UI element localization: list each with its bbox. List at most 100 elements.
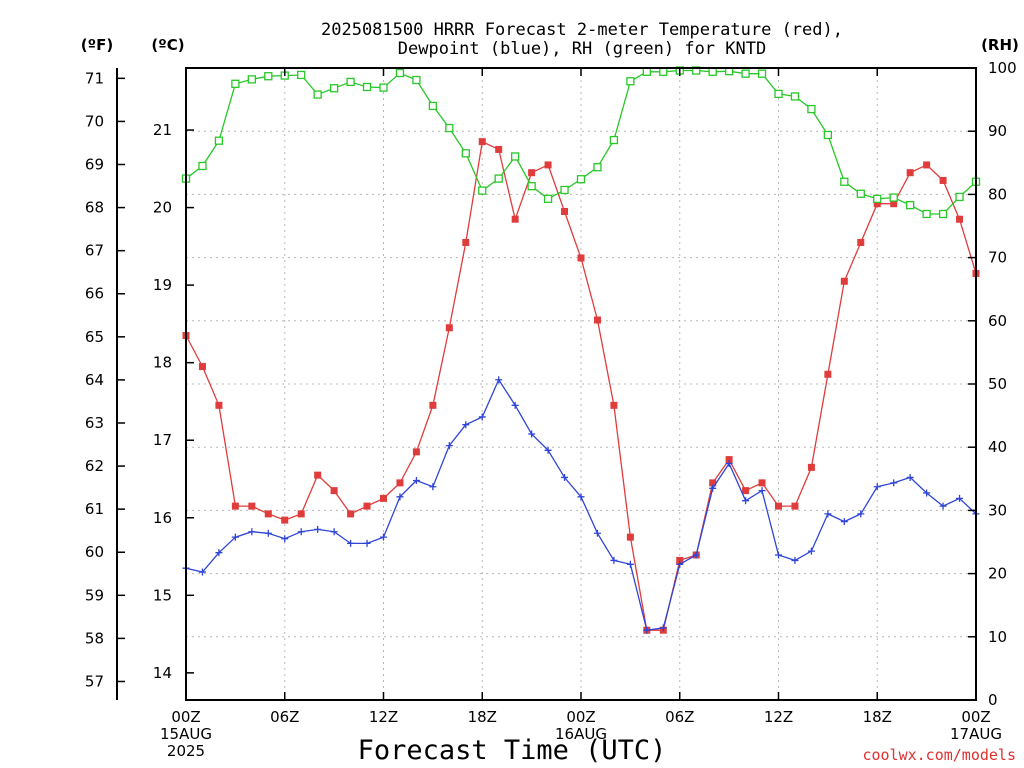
celsius-tick-label: 19 bbox=[153, 276, 172, 294]
fahrenheit-tick-label: 58 bbox=[85, 629, 104, 647]
x-axis-title: Forecast Time (UTC) bbox=[358, 735, 667, 766]
fahrenheit-tick-label: 68 bbox=[85, 199, 104, 217]
rh-tick-label: 20 bbox=[988, 565, 1007, 583]
data-point bbox=[396, 493, 404, 501]
data-point bbox=[495, 376, 503, 384]
data-point bbox=[840, 277, 848, 285]
data-point bbox=[807, 104, 816, 114]
series-1 bbox=[182, 376, 980, 634]
data-point bbox=[528, 169, 536, 177]
data-point bbox=[676, 556, 684, 564]
data-point bbox=[346, 77, 355, 87]
data-point bbox=[609, 135, 619, 145]
data-point bbox=[247, 75, 256, 84]
data-point bbox=[956, 215, 964, 223]
data-point bbox=[214, 136, 224, 145]
data-point bbox=[412, 448, 420, 456]
data-point bbox=[297, 528, 305, 536]
celsius-tick-label: 21 bbox=[153, 121, 172, 139]
fahrenheit-tick-label: 67 bbox=[85, 242, 104, 260]
fahrenheit-tick-label: 70 bbox=[85, 112, 104, 130]
data-point bbox=[610, 556, 618, 564]
data-point bbox=[938, 209, 948, 219]
data-point bbox=[412, 75, 421, 85]
celsius-tick-label: 20 bbox=[153, 199, 172, 217]
data-point bbox=[429, 401, 437, 409]
data-point bbox=[807, 547, 815, 555]
data-point bbox=[330, 528, 338, 536]
data-point bbox=[791, 556, 799, 564]
fahrenheit-tick-label: 63 bbox=[85, 414, 104, 432]
data-point bbox=[461, 149, 470, 158]
data-point bbox=[725, 459, 733, 467]
data-point bbox=[742, 487, 750, 495]
chart-title-line-1: 2025081500 HRRR Forecast 2-meter Tempera… bbox=[321, 20, 843, 40]
data-point bbox=[462, 238, 470, 246]
chart-title-line-2: Dewpoint (blue), RH (green) for KNTD bbox=[398, 39, 766, 59]
x-tick-label: 17AUG bbox=[950, 725, 1002, 743]
fahrenheit-tick-label: 60 bbox=[85, 543, 104, 561]
data-point bbox=[626, 533, 634, 541]
data-point bbox=[347, 539, 355, 547]
rh-tick-label: 80 bbox=[988, 185, 1007, 203]
celsius-tick-label: 15 bbox=[153, 586, 172, 604]
credit-text: coolwx.com/models bbox=[862, 746, 1016, 764]
data-point bbox=[642, 67, 651, 76]
data-point bbox=[840, 177, 849, 186]
rh-tick-label: 60 bbox=[988, 312, 1007, 330]
data-point bbox=[511, 401, 519, 409]
data-point bbox=[577, 254, 585, 262]
celsius-unit-label: (ºC) bbox=[151, 36, 184, 54]
rh-tick-label: 70 bbox=[988, 249, 1007, 267]
data-point bbox=[692, 551, 700, 559]
data-point bbox=[889, 193, 898, 202]
data-point bbox=[544, 446, 552, 454]
data-point bbox=[626, 77, 635, 86]
rh-tick-label: 90 bbox=[988, 122, 1007, 140]
data-point bbox=[939, 502, 947, 510]
data-point bbox=[478, 138, 486, 146]
data-point bbox=[445, 442, 453, 450]
data-point bbox=[527, 182, 536, 191]
data-point bbox=[495, 145, 503, 153]
data-point bbox=[363, 539, 371, 547]
data-point bbox=[396, 479, 404, 487]
data-point bbox=[264, 72, 273, 81]
data-point bbox=[198, 161, 207, 171]
data-point bbox=[576, 175, 586, 184]
data-point bbox=[790, 92, 800, 101]
data-point bbox=[906, 169, 914, 177]
data-point bbox=[593, 529, 601, 537]
data-point bbox=[347, 510, 355, 518]
data-point bbox=[561, 473, 569, 481]
data-point bbox=[478, 413, 486, 421]
data-point bbox=[478, 186, 487, 195]
axes-layer bbox=[116, 67, 977, 701]
x-tick-label: 12Z bbox=[369, 708, 398, 726]
data-point bbox=[758, 487, 766, 495]
data-point bbox=[823, 130, 833, 140]
data-point bbox=[314, 525, 322, 533]
data-point bbox=[824, 370, 832, 378]
x-tick-label: 15AUG bbox=[160, 725, 212, 743]
data-point bbox=[297, 510, 305, 518]
x-tick-label: 06Z bbox=[270, 708, 299, 726]
data-point bbox=[362, 82, 372, 92]
data-point bbox=[544, 161, 552, 169]
data-point bbox=[923, 161, 931, 169]
data-point bbox=[198, 363, 206, 371]
data-point bbox=[956, 494, 964, 502]
series-line bbox=[185, 140, 977, 631]
fahrenheit-tick-label: 65 bbox=[85, 328, 104, 346]
x-tick-label: 18Z bbox=[863, 708, 892, 726]
x-tick-label: 18Z bbox=[468, 708, 497, 726]
data-point bbox=[445, 123, 454, 133]
data-point bbox=[198, 568, 206, 576]
data-point bbox=[758, 479, 766, 487]
fahrenheit-tick-label: 59 bbox=[85, 586, 104, 604]
data-point bbox=[741, 69, 750, 78]
data-point bbox=[593, 316, 601, 324]
data-point bbox=[626, 560, 634, 568]
data-point bbox=[231, 533, 239, 541]
x-tick-label: 06Z bbox=[665, 708, 694, 726]
